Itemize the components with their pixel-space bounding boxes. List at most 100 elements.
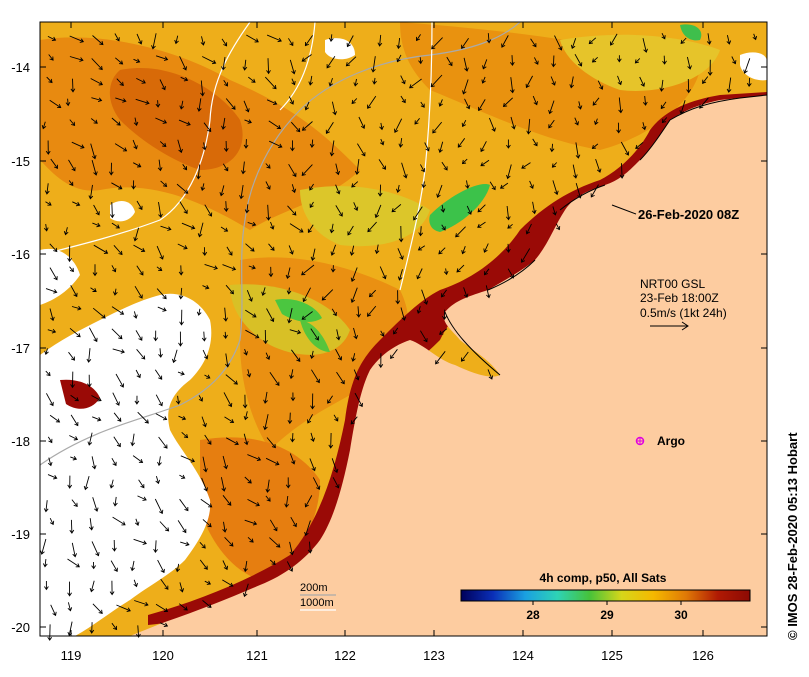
current-arrow [42,559,48,568]
current-arrow [225,353,230,368]
current-arrow [396,37,402,50]
current-arrow [463,57,469,72]
current-arrow [331,308,337,317]
current-arrow [91,159,98,176]
map-frame [39,21,768,637]
current-arrow [420,164,426,173]
current-arrow [134,395,140,405]
current-arrow [198,395,203,402]
current-arrow [86,348,92,363]
current-arrow [243,348,248,356]
current-arrow [179,56,187,71]
current-arrow [90,118,98,124]
lat-label-14: -14 [11,60,30,75]
current-arrow [225,374,238,385]
current-arrow [420,101,425,108]
current-arrow [286,287,292,295]
current-arrow [291,184,297,194]
current-arrow [660,101,667,110]
current-arrow [137,411,149,424]
current-arrow [351,98,358,105]
current-arrow [265,457,280,466]
current-arrow [93,204,100,216]
current-arrow [243,433,249,446]
current-arrow [507,223,513,229]
current-arrow [243,411,249,421]
current-arrow [443,268,449,276]
colorbar-label-29: 29 [600,608,614,622]
current-arrow [175,563,181,573]
current-arrow [390,349,398,360]
current-arrow [223,79,228,87]
lat-label-19: -19 [11,527,30,542]
colorbar-title: 4h comp, p50, All Sats [540,571,667,585]
current-arrow [153,330,159,342]
current-arrow [284,495,290,508]
current-arrow [311,369,320,384]
current-arrow [154,498,164,515]
current-arrow [686,56,692,70]
current-arrow [379,266,387,280]
current-arrow [346,35,354,48]
current-arrow [136,265,144,276]
current-arrow [441,224,446,231]
current-arrow [178,287,184,300]
current-arrow [91,541,100,557]
current-arrow [577,101,583,110]
current-arrow [569,76,575,89]
current-arrow [374,244,380,255]
current-arrow [225,437,239,446]
current-arrow [461,246,466,255]
current-arrow [201,56,217,65]
current-arrow [591,143,599,150]
current-arrow [617,75,623,86]
current-arrow [635,141,644,150]
current-arrow [461,158,468,165]
cloud-mask-ne [740,52,767,81]
current-arrow [221,56,226,71]
current-arrow [330,265,336,273]
current-arrow [111,457,117,467]
current-arrow [356,306,361,318]
current-arrow [301,264,315,276]
current-arrow [304,101,310,111]
current-arrow [366,305,377,317]
current-arrow [286,561,294,572]
current-arrow [133,58,141,64]
sst-hot-over-cloud [60,379,100,409]
current-arrow [196,98,202,112]
current-arrow [288,38,294,47]
current-arrow [502,97,514,108]
current-arrow [160,225,172,231]
current-arrow [335,184,341,195]
current-arrow [91,97,103,103]
current-arrow [266,58,271,75]
current-arrow [686,78,691,94]
current-arrow [265,495,271,502]
current-arrow [179,309,184,326]
scale-arrow [650,321,689,331]
current-arrow [71,141,85,149]
current-arrow [178,265,184,276]
current-arrow [196,308,202,316]
current-arrow [222,495,232,506]
current-arrow [219,185,225,197]
current-arrow [413,206,423,221]
date-label: 26-Feb-2020 08Z [638,207,739,222]
current-arrow [328,34,334,43]
current-arrow [456,264,465,273]
current-arrow [263,391,268,404]
current-time-label: 23-Feb 18:00Z [640,291,719,305]
current-arrow [68,159,76,172]
current-arrow [304,495,313,508]
current-arrow [158,348,163,358]
current-arrow [200,183,206,191]
current-arrow [477,204,486,213]
current-arrow [179,201,188,214]
current-arrow [204,580,212,585]
current-arrow [223,331,228,340]
current-arrow [372,77,377,85]
current-arrow [137,495,147,501]
current-arrow [400,75,406,85]
